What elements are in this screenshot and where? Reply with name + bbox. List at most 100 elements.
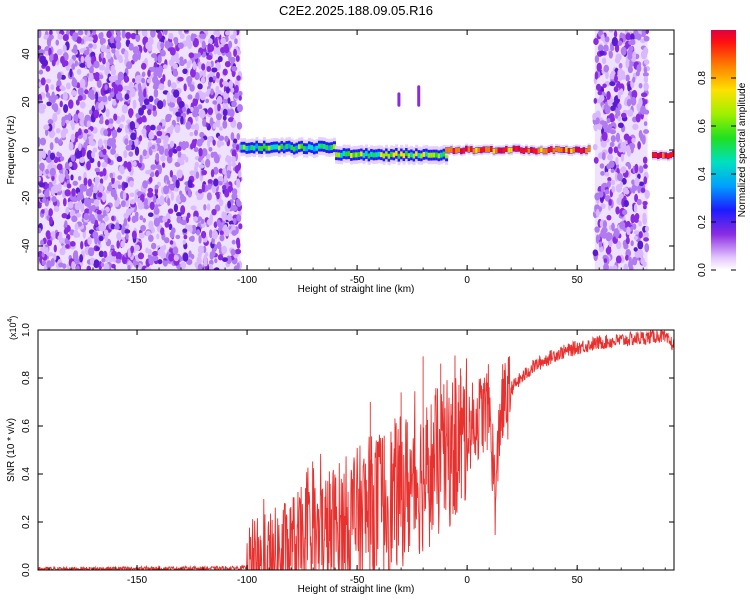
y-tick-label: 0.6 xyxy=(21,419,32,433)
noise-cell xyxy=(225,86,230,94)
spectral-core xyxy=(245,145,249,151)
noise-cell xyxy=(232,142,237,149)
spectral-core xyxy=(360,151,364,157)
noise-cell xyxy=(124,50,129,60)
noise-cell xyxy=(76,36,82,44)
spectral-core xyxy=(352,152,356,158)
spectral-core xyxy=(260,146,264,152)
noise-cell xyxy=(200,218,205,224)
noise-cell xyxy=(145,247,149,254)
noise-cell xyxy=(172,69,179,77)
noise-cell xyxy=(139,154,143,164)
heatmap-y-label: Frequency (Hz) xyxy=(6,116,17,185)
noise-cell xyxy=(133,261,140,268)
noise-cell xyxy=(88,65,94,74)
noise-cell xyxy=(100,262,105,268)
noise-cell xyxy=(132,160,137,167)
noise-cell xyxy=(208,259,214,266)
spectral-core xyxy=(410,152,414,158)
noise-cell xyxy=(201,40,206,50)
noise-cell xyxy=(192,109,199,118)
colorbar-tick-label: 0.2 xyxy=(697,215,708,229)
colorbar-tick-label: 0.6 xyxy=(697,119,708,133)
colorbar-tick-label: 0.4 xyxy=(697,167,708,181)
noise-cell xyxy=(598,191,604,198)
noise-cell xyxy=(64,238,69,245)
noise-cell xyxy=(634,193,639,203)
noise-cell xyxy=(163,237,170,244)
spectral-core xyxy=(380,152,384,158)
noise-cell xyxy=(594,55,600,64)
noise-cell xyxy=(201,183,206,193)
spectral-core xyxy=(315,145,319,151)
noise-cell xyxy=(70,90,77,96)
spectral-core xyxy=(515,146,519,152)
spectral-core xyxy=(445,147,449,153)
noise-cell xyxy=(201,169,208,176)
noise-cell xyxy=(630,96,637,106)
noise-cell xyxy=(127,248,131,258)
noise-cell xyxy=(600,229,605,238)
noise-cell xyxy=(183,234,188,240)
noise-cell xyxy=(638,82,643,89)
noise-cell xyxy=(41,252,45,258)
noise-cell xyxy=(49,54,53,63)
noise-cell xyxy=(611,222,615,232)
noise-cell xyxy=(185,34,192,44)
spectral-core xyxy=(575,146,579,152)
noise-cell xyxy=(104,233,108,243)
noise-cell xyxy=(196,195,203,201)
spectral-core xyxy=(440,152,444,158)
noise-cell xyxy=(121,225,125,235)
noise-cell xyxy=(229,108,235,118)
noise-cell xyxy=(146,78,152,84)
noise-cell xyxy=(138,200,143,206)
y-tick-label: 40 xyxy=(21,48,32,60)
noise-cell xyxy=(80,203,85,213)
noise-cell xyxy=(635,113,641,123)
noise-cell xyxy=(593,37,599,46)
noise-cell xyxy=(150,30,156,38)
noise-cell xyxy=(180,261,187,270)
noise-cell xyxy=(152,109,158,117)
spectral-core xyxy=(447,147,451,153)
noise-cell xyxy=(209,263,214,270)
spectral-core xyxy=(495,148,499,154)
noise-cell xyxy=(176,115,180,123)
noise-cell xyxy=(40,239,44,246)
noise-cell xyxy=(190,205,197,211)
noise-cell xyxy=(71,188,76,197)
spectral-feature xyxy=(417,85,421,107)
noise-cell xyxy=(634,177,640,187)
noise-cell xyxy=(97,138,103,148)
noise-cell xyxy=(606,214,612,221)
noise-cell xyxy=(117,84,123,92)
noise-cell xyxy=(227,97,231,104)
noise-cell xyxy=(45,78,52,84)
noise-cell xyxy=(79,78,86,89)
noise-cell xyxy=(211,230,219,240)
noise-cell xyxy=(151,144,156,150)
noise-cell xyxy=(43,50,50,56)
noise-cell xyxy=(176,169,183,179)
noise-cell xyxy=(61,213,68,219)
noise-cell xyxy=(238,170,242,178)
noise-cell xyxy=(596,62,602,72)
noise-cell xyxy=(117,30,121,38)
spectral-core xyxy=(255,143,259,149)
noise-cell xyxy=(67,113,72,122)
noise-cell xyxy=(187,79,192,88)
noise-cell xyxy=(111,47,116,54)
noise-cell xyxy=(132,99,137,110)
noise-cell xyxy=(44,128,49,136)
noise-cell xyxy=(217,103,221,112)
noise-cell xyxy=(141,71,146,77)
noise-cell xyxy=(220,46,226,54)
heatmap-y-axis: -40 -20 0 20 40 xyxy=(21,48,674,253)
noise-cell xyxy=(157,259,163,265)
spectral-core xyxy=(422,151,426,157)
noise-cell xyxy=(604,124,608,134)
noise-cell xyxy=(182,239,186,245)
noise-cell xyxy=(605,231,612,242)
noise-cell xyxy=(223,211,227,221)
